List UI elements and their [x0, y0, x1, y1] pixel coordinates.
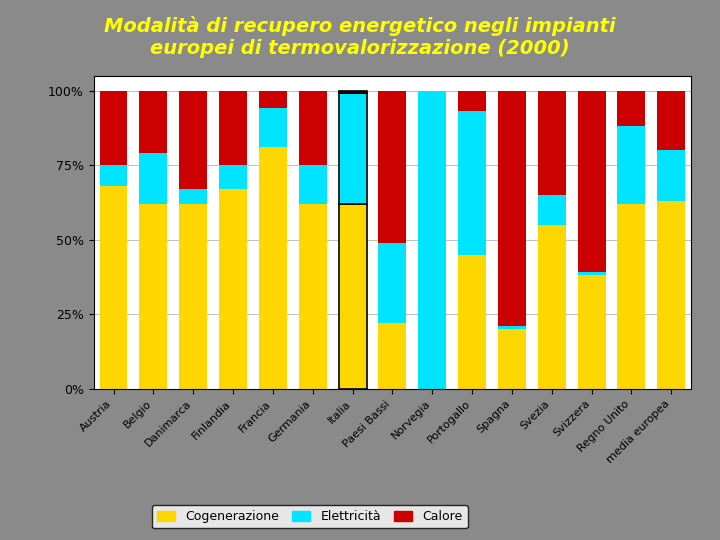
- Bar: [338, 93, 366, 204]
- Bar: [338, 93, 366, 204]
- Bar: [219, 189, 247, 389]
- Bar: [458, 91, 486, 111]
- Bar: [458, 111, 486, 254]
- Bar: [618, 91, 645, 126]
- Bar: [498, 91, 526, 326]
- Bar: [538, 195, 566, 225]
- Bar: [498, 326, 526, 329]
- Bar: [577, 91, 606, 273]
- Bar: [259, 147, 287, 389]
- Bar: [618, 126, 645, 204]
- Bar: [458, 254, 486, 389]
- Legend: Cogenerazione, Elettricità, Calore: Cogenerazione, Elettricità, Calore: [152, 505, 467, 528]
- Bar: [219, 165, 247, 189]
- Bar: [538, 225, 566, 389]
- Bar: [99, 186, 127, 389]
- Bar: [379, 323, 406, 389]
- Bar: [140, 91, 167, 153]
- Bar: [657, 91, 685, 150]
- Bar: [498, 329, 526, 389]
- Bar: [179, 189, 207, 204]
- Bar: [418, 91, 446, 389]
- Bar: [179, 91, 207, 189]
- Bar: [577, 275, 606, 389]
- Bar: [577, 273, 606, 275]
- Bar: [179, 204, 207, 389]
- Bar: [99, 91, 127, 165]
- Bar: [338, 91, 366, 93]
- Bar: [657, 201, 685, 389]
- Bar: [299, 165, 327, 204]
- Bar: [538, 91, 566, 195]
- Bar: [338, 91, 366, 93]
- Bar: [338, 204, 366, 389]
- Bar: [140, 153, 167, 204]
- Text: Modalità di recupero energetico negli impianti
europei di termovalorizzazione (2: Modalità di recupero energetico negli im…: [104, 16, 616, 58]
- Bar: [299, 91, 327, 165]
- Bar: [379, 91, 406, 242]
- Bar: [140, 204, 167, 389]
- Bar: [299, 204, 327, 389]
- Bar: [259, 91, 287, 109]
- Bar: [657, 150, 685, 201]
- Bar: [379, 242, 406, 323]
- Bar: [219, 91, 247, 165]
- Bar: [338, 204, 366, 389]
- Bar: [99, 165, 127, 186]
- Bar: [259, 109, 287, 147]
- Bar: [618, 204, 645, 389]
